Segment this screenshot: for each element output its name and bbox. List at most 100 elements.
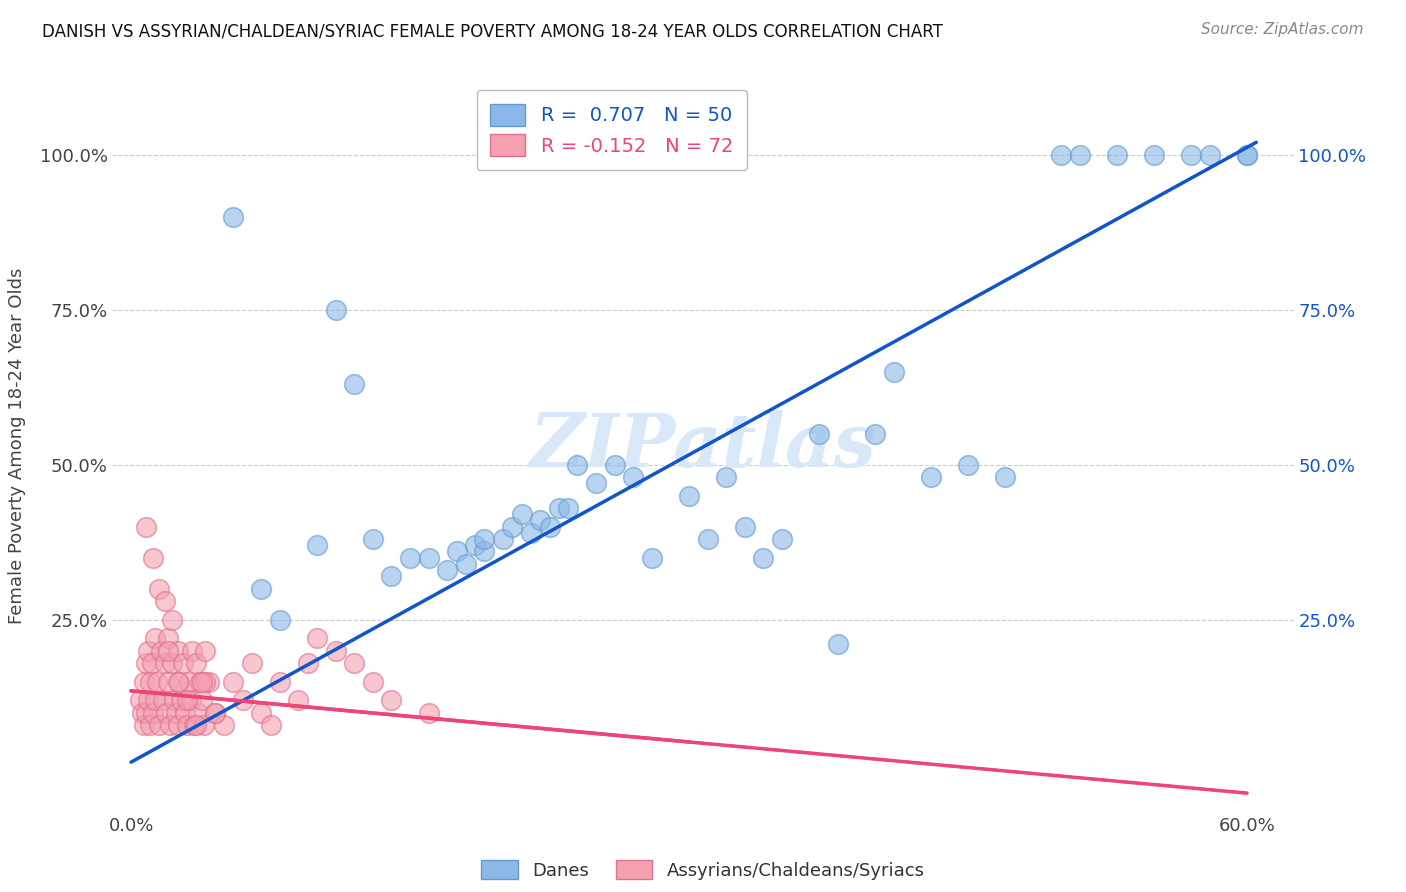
Point <box>194 643 217 657</box>
Point <box>160 613 183 627</box>
Point <box>557 500 579 515</box>
Point <box>143 631 166 645</box>
Point <box>148 718 170 732</box>
Point <box>165 706 187 720</box>
Point <box>307 631 329 645</box>
Point <box>808 426 831 441</box>
Point <box>361 674 384 689</box>
Point <box>155 706 177 720</box>
Point <box>138 718 160 732</box>
Point <box>1236 147 1258 161</box>
Point <box>269 613 291 627</box>
Point <box>1069 147 1091 161</box>
Point <box>132 718 155 732</box>
Point <box>920 470 942 484</box>
Point <box>716 470 738 484</box>
Point <box>159 718 181 732</box>
Point <box>454 557 477 571</box>
Point <box>176 718 198 732</box>
Point <box>696 532 718 546</box>
Point <box>136 693 159 707</box>
Point <box>464 538 486 552</box>
Point <box>520 525 543 540</box>
Point <box>180 693 202 707</box>
Point <box>152 693 174 707</box>
Point <box>176 693 198 707</box>
Point <box>204 706 226 720</box>
Point <box>181 643 204 657</box>
Point <box>585 476 607 491</box>
Point <box>174 706 197 720</box>
Point <box>166 718 188 732</box>
Point <box>770 532 793 546</box>
Text: Source: ZipAtlas.com: Source: ZipAtlas.com <box>1201 22 1364 37</box>
Text: ZIPatlas: ZIPatlas <box>530 409 876 483</box>
Point <box>222 210 245 224</box>
Point <box>177 674 200 689</box>
Point <box>240 656 263 670</box>
Point <box>529 513 551 527</box>
Point <box>136 643 159 657</box>
Point <box>169 674 191 689</box>
Point <box>131 706 153 720</box>
Point <box>883 365 905 379</box>
Point <box>269 674 291 689</box>
Point <box>361 532 384 546</box>
Point <box>157 674 180 689</box>
Point <box>287 693 309 707</box>
Point <box>1198 147 1220 161</box>
Point <box>163 693 186 707</box>
Point <box>135 519 157 533</box>
Point <box>204 706 226 720</box>
Point <box>1236 147 1258 161</box>
Point <box>188 674 211 689</box>
Text: DANISH VS ASSYRIAN/CHALDEAN/SYRIAC FEMALE POVERTY AMONG 18-24 YEAR OLDS CORRELAT: DANISH VS ASSYRIAN/CHALDEAN/SYRIAC FEMAL… <box>42 22 943 40</box>
Point <box>198 674 221 689</box>
Point <box>510 507 533 521</box>
Point <box>187 706 209 720</box>
Point <box>250 706 273 720</box>
Point <box>132 674 155 689</box>
Point <box>212 718 235 732</box>
Point <box>232 693 254 707</box>
Point <box>567 458 589 472</box>
Point <box>142 550 165 565</box>
Point <box>190 674 212 689</box>
Point <box>325 643 347 657</box>
Point <box>1180 147 1202 161</box>
Point <box>157 643 180 657</box>
Point <box>190 693 212 707</box>
Point <box>641 550 664 565</box>
Point <box>603 458 626 472</box>
Point <box>399 550 422 565</box>
Point <box>621 470 644 484</box>
Point <box>436 563 458 577</box>
Point <box>827 637 849 651</box>
Point <box>678 489 700 503</box>
Point <box>547 500 569 515</box>
Point <box>186 718 208 732</box>
Point <box>752 550 775 565</box>
Point <box>157 631 180 645</box>
Point <box>129 693 152 707</box>
Point <box>380 569 402 583</box>
Point <box>142 706 165 720</box>
Point <box>446 544 468 558</box>
Point <box>418 550 440 565</box>
Point <box>194 674 217 689</box>
Point <box>343 656 366 670</box>
Point <box>325 302 347 317</box>
Point <box>863 426 886 441</box>
Point <box>957 458 980 472</box>
Point <box>297 656 319 670</box>
Point <box>1105 147 1128 161</box>
Point <box>141 656 163 670</box>
Y-axis label: Female Poverty Among 18-24 Year Olds: Female Poverty Among 18-24 Year Olds <box>7 268 25 624</box>
Point <box>994 470 1017 484</box>
Point <box>186 656 208 670</box>
Point <box>172 656 194 670</box>
Point <box>501 519 523 533</box>
Point <box>343 377 366 392</box>
Point <box>538 519 561 533</box>
Point <box>380 693 402 707</box>
